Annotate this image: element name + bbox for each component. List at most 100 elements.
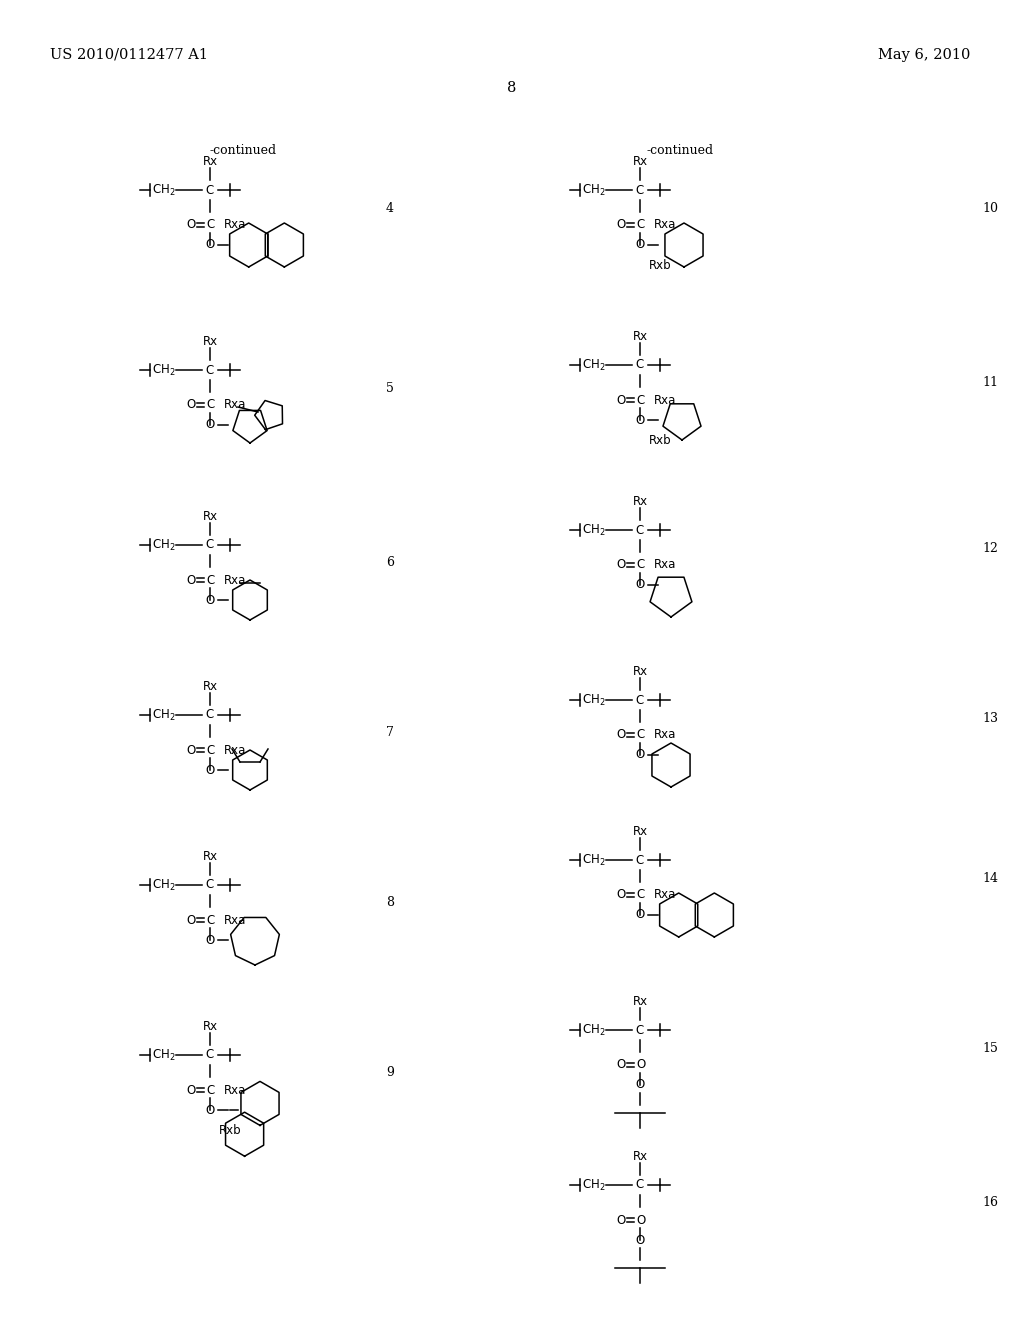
Text: -continued: -continued	[646, 144, 714, 157]
Text: C: C	[636, 524, 644, 536]
Text: 6: 6	[386, 557, 394, 569]
Text: 10: 10	[982, 202, 998, 214]
Text: CH$_2$: CH$_2$	[582, 693, 605, 708]
Text: CH$_2$: CH$_2$	[582, 853, 605, 867]
Text: May 6, 2010: May 6, 2010	[878, 48, 970, 62]
Text: -continued: -continued	[210, 144, 276, 157]
Text: O: O	[616, 729, 626, 742]
Text: Rxa: Rxa	[224, 743, 247, 756]
Text: O: O	[616, 558, 626, 572]
Text: C: C	[206, 539, 214, 552]
Text: CH$_2$: CH$_2$	[152, 182, 175, 198]
Text: Rx: Rx	[203, 680, 217, 693]
Text: US 2010/0112477 A1: US 2010/0112477 A1	[50, 48, 208, 62]
Text: 5: 5	[386, 381, 394, 395]
Text: 8: 8	[507, 81, 517, 95]
Text: 11: 11	[982, 376, 998, 389]
Text: C: C	[636, 558, 644, 572]
Text: C: C	[636, 1179, 644, 1192]
Text: O: O	[635, 578, 645, 591]
Text: C: C	[206, 913, 214, 927]
Text: Rxb: Rxb	[219, 1125, 242, 1137]
Text: Rxb: Rxb	[648, 434, 672, 447]
Text: Rx: Rx	[633, 330, 647, 343]
Text: O: O	[206, 418, 215, 432]
Text: C: C	[206, 1048, 214, 1061]
Text: C: C	[206, 743, 214, 756]
Text: C: C	[636, 359, 644, 371]
Text: CH$_2$: CH$_2$	[582, 1177, 605, 1192]
Text: Rx: Rx	[633, 995, 647, 1008]
Text: Rx: Rx	[633, 665, 647, 678]
Text: CH$_2$: CH$_2$	[582, 523, 605, 537]
Text: C: C	[636, 183, 644, 197]
Text: 13: 13	[982, 711, 998, 725]
Text: CH$_2$: CH$_2$	[582, 182, 605, 198]
Text: Rxb: Rxb	[648, 259, 672, 272]
Text: C: C	[636, 729, 644, 742]
Text: O: O	[635, 908, 645, 921]
Text: O: O	[636, 1059, 645, 1072]
Text: C: C	[206, 1084, 214, 1097]
Text: O: O	[186, 913, 196, 927]
Text: CH$_2$: CH$_2$	[152, 878, 175, 892]
Text: O: O	[616, 393, 626, 407]
Text: CH$_2$: CH$_2$	[152, 708, 175, 722]
Text: Rx: Rx	[633, 825, 647, 838]
Text: O: O	[616, 888, 626, 902]
Text: CH$_2$: CH$_2$	[152, 363, 175, 378]
Text: O: O	[186, 573, 196, 586]
Text: Rx: Rx	[203, 335, 217, 348]
Text: Rxa: Rxa	[654, 219, 677, 231]
Text: O: O	[616, 219, 626, 231]
Text: C: C	[206, 879, 214, 891]
Text: 12: 12	[982, 541, 998, 554]
Text: C: C	[636, 854, 644, 866]
Text: CH$_2$: CH$_2$	[582, 1023, 605, 1038]
Text: C: C	[206, 573, 214, 586]
Text: C: C	[206, 709, 214, 722]
Text: Rx: Rx	[633, 1150, 647, 1163]
Text: C: C	[636, 219, 644, 231]
Text: O: O	[635, 239, 645, 252]
Text: Rx: Rx	[203, 1020, 217, 1034]
Text: 8: 8	[386, 896, 394, 909]
Text: O: O	[206, 933, 215, 946]
Text: CH$_2$: CH$_2$	[152, 537, 175, 553]
Text: O: O	[186, 219, 196, 231]
Text: CH$_2$: CH$_2$	[582, 358, 605, 372]
Text: C: C	[206, 183, 214, 197]
Text: O: O	[636, 1213, 645, 1226]
Text: C: C	[636, 693, 644, 706]
Text: C: C	[206, 219, 214, 231]
Text: 15: 15	[982, 1041, 998, 1055]
Text: O: O	[186, 399, 196, 412]
Text: O: O	[206, 239, 215, 252]
Text: C: C	[636, 888, 644, 902]
Text: O: O	[186, 743, 196, 756]
Text: O: O	[206, 1104, 215, 1117]
Text: Rxa: Rxa	[654, 729, 677, 742]
Text: Rxa: Rxa	[224, 219, 247, 231]
Text: Rxa: Rxa	[654, 888, 677, 902]
Text: Rxa: Rxa	[224, 913, 247, 927]
Text: O: O	[616, 1059, 626, 1072]
Text: O: O	[186, 1084, 196, 1097]
Text: O: O	[635, 413, 645, 426]
Text: Rx: Rx	[633, 495, 647, 508]
Text: C: C	[206, 363, 214, 376]
Text: Rxa: Rxa	[224, 399, 247, 412]
Text: Rx: Rx	[203, 850, 217, 863]
Text: Rx: Rx	[203, 510, 217, 523]
Text: C: C	[206, 399, 214, 412]
Text: CH$_2$: CH$_2$	[152, 1048, 175, 1063]
Text: O: O	[206, 763, 215, 776]
Text: C: C	[636, 393, 644, 407]
Text: 4: 4	[386, 202, 394, 214]
Text: Rxa: Rxa	[654, 393, 677, 407]
Text: O: O	[635, 1078, 645, 1092]
Text: O: O	[616, 1213, 626, 1226]
Text: Rxa: Rxa	[654, 558, 677, 572]
Text: Rx: Rx	[203, 154, 217, 168]
Text: O: O	[206, 594, 215, 606]
